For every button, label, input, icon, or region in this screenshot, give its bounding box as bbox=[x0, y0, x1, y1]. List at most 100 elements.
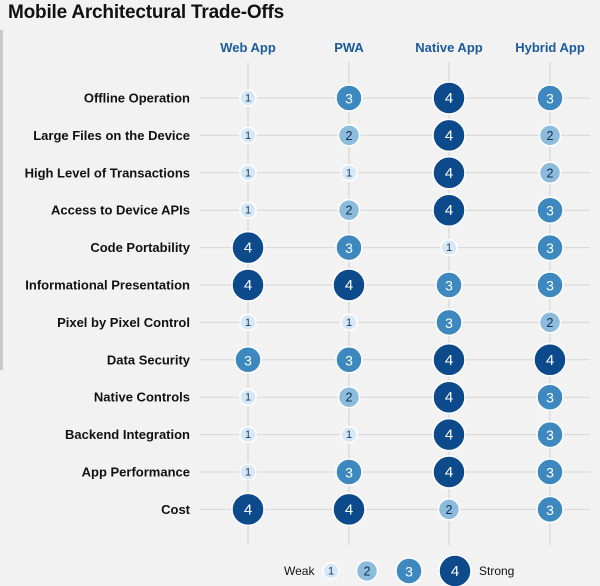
bubble bbox=[432, 343, 466, 377]
column-header: Native App bbox=[415, 40, 482, 55]
bubble bbox=[536, 458, 564, 486]
bubble bbox=[440, 238, 458, 257]
row-label: Cost bbox=[161, 502, 191, 517]
bubble bbox=[437, 498, 461, 521]
bubble bbox=[337, 124, 361, 147]
bubble-value-label: 1 bbox=[245, 467, 251, 479]
bubble bbox=[432, 380, 466, 414]
bubble bbox=[239, 201, 257, 219]
row-label: Code Portability bbox=[90, 240, 190, 255]
legend-weak-label: Weak bbox=[284, 564, 315, 578]
bubble-value-label: 4 bbox=[445, 352, 453, 369]
bubble bbox=[432, 455, 466, 489]
bubble-value-label: 3 bbox=[345, 465, 353, 481]
bubble bbox=[332, 268, 366, 302]
bubble-value-label: 2 bbox=[446, 503, 453, 517]
bubble-value-label: 1 bbox=[346, 167, 352, 179]
bubble bbox=[340, 425, 358, 444]
bubble bbox=[536, 84, 564, 112]
bubble bbox=[435, 308, 463, 337]
bubble-value-label: 3 bbox=[546, 91, 554, 107]
bubble bbox=[239, 164, 257, 182]
bubble-value-label: 1 bbox=[245, 93, 251, 105]
bubble bbox=[538, 311, 562, 334]
bubble bbox=[533, 343, 567, 377]
bubble bbox=[239, 463, 257, 481]
bubble-value-label: 3 bbox=[546, 427, 554, 443]
bubble-value-label: 2 bbox=[346, 204, 353, 218]
bubble bbox=[432, 118, 466, 153]
bubble-value-label: 1 bbox=[346, 317, 352, 329]
bubble-value-label: 4 bbox=[445, 90, 453, 107]
bubble-value-label: 2 bbox=[346, 129, 353, 143]
bubble bbox=[340, 164, 358, 182]
bubble-value-label: 3 bbox=[345, 240, 353, 256]
bubble bbox=[536, 383, 564, 411]
bubble-value-label: 4 bbox=[445, 389, 453, 406]
bubble-value-label: 4 bbox=[345, 277, 353, 294]
bubble-value-label: 4 bbox=[345, 501, 353, 518]
bubble-value-label: 3 bbox=[546, 465, 554, 481]
row-label: Offline Operation bbox=[84, 91, 190, 106]
bubble bbox=[432, 156, 466, 190]
bubble-value-label: 1 bbox=[245, 167, 251, 179]
legend-bubble bbox=[322, 562, 340, 580]
bubble bbox=[239, 126, 257, 145]
bubble-value-label: 3 bbox=[445, 278, 453, 294]
bubble bbox=[231, 268, 265, 302]
column-header: PWA bbox=[334, 40, 364, 55]
row-label: Pixel by Pixel Control bbox=[57, 315, 190, 330]
bubble-value-label: 1 bbox=[245, 317, 251, 329]
bubble bbox=[239, 89, 257, 107]
bubble bbox=[335, 233, 363, 262]
bubble-value-label: 1 bbox=[346, 429, 352, 441]
bubble bbox=[536, 495, 564, 524]
bubble bbox=[234, 346, 262, 374]
bubble-value-label: 1 bbox=[245, 205, 251, 217]
row-label: App Performance bbox=[82, 465, 190, 480]
bubble-value-label: 3 bbox=[546, 502, 554, 518]
bubble-value-label: 3 bbox=[445, 315, 453, 331]
bubble-value-label: 4 bbox=[244, 501, 252, 518]
bubble bbox=[239, 388, 257, 406]
bubble bbox=[335, 458, 363, 486]
bubble bbox=[231, 492, 265, 527]
bubble-value-label: 3 bbox=[546, 278, 554, 294]
column-header: Web App bbox=[220, 40, 276, 55]
bubble-value-label: 4 bbox=[445, 165, 453, 182]
row-label: Data Security bbox=[107, 352, 191, 367]
row-label: High Level of Transactions bbox=[25, 165, 190, 180]
bubble bbox=[536, 233, 564, 262]
bubble-value-label: 3 bbox=[546, 390, 554, 406]
bubble-value-label: 3 bbox=[345, 352, 353, 368]
bubble bbox=[239, 313, 257, 332]
legend-bubble-label: 2 bbox=[364, 565, 371, 579]
legend-strong-label: Strong bbox=[479, 564, 514, 578]
bubble bbox=[435, 271, 463, 299]
bubble bbox=[335, 346, 363, 374]
left-frame-edge bbox=[0, 30, 3, 370]
legend-bubble-label: 1 bbox=[328, 566, 334, 578]
column-header: Hybrid App bbox=[515, 40, 585, 55]
legend-bubble-label: 4 bbox=[451, 563, 459, 580]
bubble-value-label: 3 bbox=[244, 352, 252, 368]
bubble-value-label: 1 bbox=[446, 242, 452, 254]
bubble bbox=[340, 313, 358, 332]
bubble-value-label: 2 bbox=[547, 316, 554, 330]
bubble bbox=[432, 417, 466, 452]
row-label: Informational Presentation bbox=[25, 278, 190, 293]
bubble-value-label: 4 bbox=[445, 427, 453, 444]
legend-bubble bbox=[355, 559, 379, 583]
bubble-value-label: 2 bbox=[346, 391, 353, 405]
row-label: Native Controls bbox=[94, 390, 190, 405]
bubble bbox=[231, 230, 265, 265]
bubble-value-label: 1 bbox=[245, 130, 251, 142]
bubble bbox=[335, 84, 363, 112]
row-label: Access to Device APIs bbox=[51, 203, 190, 218]
bubble-value-label: 4 bbox=[546, 352, 554, 369]
bubble bbox=[432, 193, 466, 227]
bubble-value-label: 1 bbox=[245, 429, 251, 441]
bubble bbox=[536, 271, 564, 299]
bubble-value-label: 4 bbox=[244, 277, 252, 294]
